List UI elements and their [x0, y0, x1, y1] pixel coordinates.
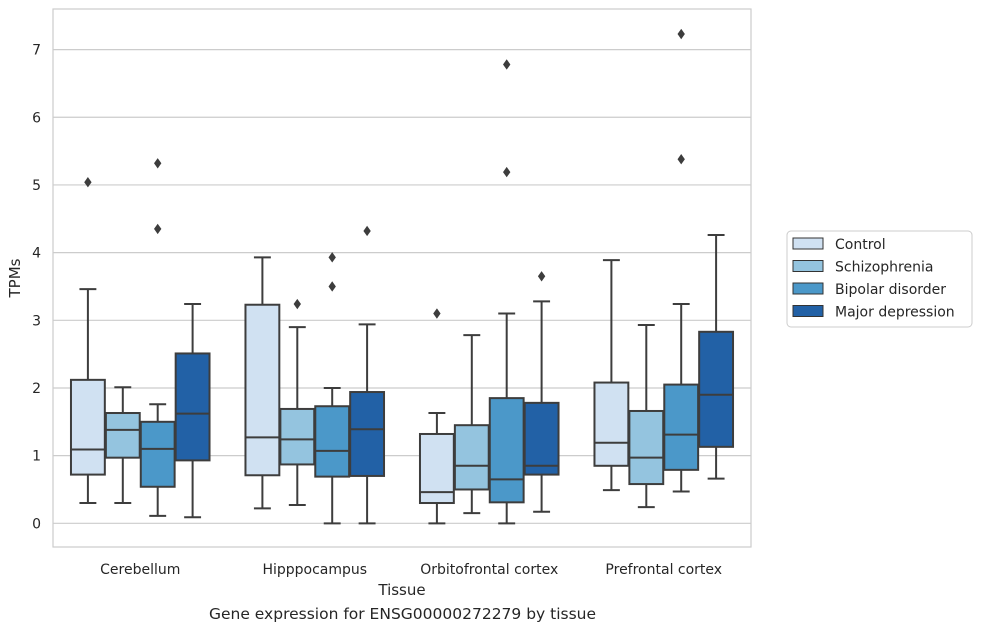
box-iqr: [698, 330, 735, 448]
outlier-point: [328, 252, 336, 263]
y-axis-ticks: 0 1 2 3 4 5 6 7: [32, 43, 41, 533]
box-group: [663, 28, 700, 493]
box-group: [488, 59, 525, 525]
box-iqr: [523, 401, 560, 476]
outlier-point: [503, 166, 511, 178]
box-iqr: [628, 409, 665, 486]
outlier-point: [677, 154, 685, 165]
box-iqr: [314, 405, 351, 478]
y-tick-label: 0: [32, 516, 41, 532]
outlier-point: [677, 28, 685, 40]
x-tick-label: Cerebellum: [100, 562, 180, 578]
y-tick-label: 4: [32, 246, 41, 262]
outlier-point: [328, 281, 336, 292]
box-group: [244, 256, 281, 510]
box-series-group: [69, 28, 735, 525]
legend-swatch: [792, 305, 824, 317]
box-iqr: [279, 407, 316, 466]
box-group: [139, 158, 176, 517]
legend-swatch: [792, 237, 824, 250]
box-group: [418, 308, 455, 525]
y-axis-label: TPMs: [6, 258, 24, 298]
box-iqr: [593, 381, 630, 467]
box-iqr: [488, 397, 525, 504]
x-tick-label: Hipppocampus: [262, 562, 367, 578]
y-tick-label: 1: [32, 449, 41, 465]
box-group: [453, 334, 490, 515]
box-iqr: [174, 352, 211, 462]
outlier-point: [84, 177, 92, 188]
legend-label: Schizophrenia: [835, 260, 933, 276]
box-group: [279, 298, 316, 507]
y-tick-label: 5: [32, 178, 41, 194]
legend-label: Bipolar disorder: [835, 282, 946, 298]
outlier-point: [503, 59, 511, 70]
box-group: [349, 225, 386, 525]
legend-frame: [786, 230, 973, 328]
outlier-point: [433, 308, 441, 319]
box-group: [523, 271, 560, 513]
box-group: [593, 259, 630, 492]
outlier-point: [363, 225, 371, 237]
plot-frame: [52, 8, 752, 548]
box-iqr: [139, 420, 176, 488]
box-group: [698, 234, 735, 480]
box-iqr: [349, 391, 386, 477]
box-plot-chart: 0 1 2 3 4 5 6 7 Cerebellum Hipppocampus Orbitofro…: [6, 8, 973, 599]
legend-label: Control: [835, 237, 886, 253]
legend-swatch: [792, 260, 824, 272]
legend-swatch: [792, 282, 824, 295]
x-axis-label: Tissue: [377, 581, 425, 599]
x-tick-label: Prefrontal cortex: [605, 562, 722, 578]
outlier-point: [154, 223, 162, 235]
box-group: [104, 386, 141, 505]
box-iqr: [663, 383, 700, 471]
y-tick-label: 2: [32, 381, 41, 397]
y-tick-label: 3: [32, 313, 41, 329]
figure-caption: Gene expression for ENSG00000272279 by t…: [208, 605, 597, 623]
box-iqr: [453, 424, 490, 491]
box-group: [174, 303, 211, 519]
box-iqr: [244, 303, 281, 477]
outlier-point: [537, 271, 546, 282]
outlier-point: [293, 298, 301, 310]
box-group: [69, 177, 106, 505]
y-tick-label: 6: [32, 110, 41, 126]
box-iqr: [104, 412, 141, 459]
outlier-point: [154, 158, 162, 169]
x-axis-ticks: Cerebellum Hipppocampus Orbitofrontal cort…: [100, 562, 722, 578]
x-tick-label: Orbitofrontal cortex: [420, 562, 558, 578]
box-group: [628, 324, 665, 509]
legend-label: Major depression: [835, 305, 955, 321]
box-iqr: [69, 378, 106, 476]
y-tick-label: 7: [32, 43, 41, 59]
box-group: [314, 252, 351, 525]
legend: Control Schizophrenia Bipolar disorder Majo…: [786, 230, 973, 328]
